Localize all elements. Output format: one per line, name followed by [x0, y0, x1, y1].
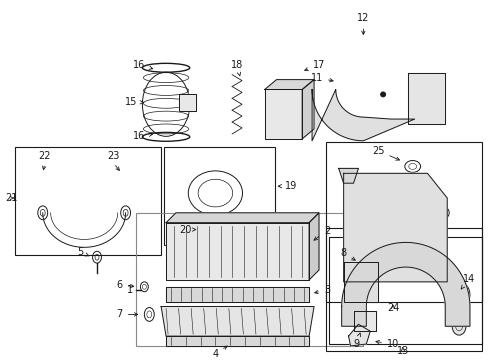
Text: 3: 3 [314, 285, 329, 295]
Text: 7: 7 [116, 309, 138, 319]
Bar [325, 142, 481, 302]
Text: 11: 11 [310, 73, 332, 83]
Text: 13: 13 [396, 346, 408, 356]
Text: 1: 1 [126, 285, 132, 295]
Text: 21: 21 [5, 193, 18, 203]
Polygon shape [166, 213, 318, 223]
Polygon shape [311, 90, 414, 141]
Bar [136, 213, 363, 346]
Text: 16: 16 [133, 60, 152, 70]
Text: 18: 18 [230, 60, 243, 76]
Polygon shape [161, 306, 313, 336]
Text: 22: 22 [39, 150, 51, 161]
Text: 12: 12 [356, 13, 369, 35]
Text: 15: 15 [125, 97, 143, 107]
Text: 4: 4 [212, 346, 226, 359]
Polygon shape [407, 73, 445, 124]
Text: 19: 19 [278, 181, 297, 191]
Text: 10: 10 [375, 339, 398, 349]
Polygon shape [343, 173, 447, 282]
Text: 5: 5 [77, 247, 89, 257]
Text: 2: 2 [313, 226, 329, 240]
Polygon shape [338, 168, 358, 183]
Text: 16: 16 [133, 131, 152, 141]
Polygon shape [166, 223, 308, 280]
Bar [164, 147, 274, 246]
Text: 25: 25 [371, 146, 399, 160]
Text: 23: 23 [107, 150, 120, 161]
Bar [15, 147, 161, 255]
Polygon shape [264, 90, 302, 139]
Polygon shape [341, 242, 469, 326]
Ellipse shape [451, 318, 465, 335]
Bar [325, 228, 481, 351]
Text: 24: 24 [386, 303, 398, 314]
Polygon shape [343, 262, 377, 302]
Text: 14: 14 [460, 274, 474, 289]
Polygon shape [302, 80, 313, 139]
Ellipse shape [447, 282, 469, 307]
Text: 6: 6 [117, 280, 134, 290]
Polygon shape [353, 311, 375, 331]
Text: 8: 8 [340, 248, 355, 260]
Polygon shape [166, 287, 308, 302]
Text: 9: 9 [353, 333, 360, 349]
Polygon shape [308, 213, 318, 280]
Text: 17: 17 [304, 60, 325, 71]
Polygon shape [166, 336, 308, 346]
Polygon shape [179, 94, 195, 111]
Polygon shape [264, 80, 313, 90]
Polygon shape [348, 324, 369, 346]
Bar [328, 238, 481, 344]
Ellipse shape [380, 92, 385, 97]
Text: 20: 20 [179, 225, 195, 235]
